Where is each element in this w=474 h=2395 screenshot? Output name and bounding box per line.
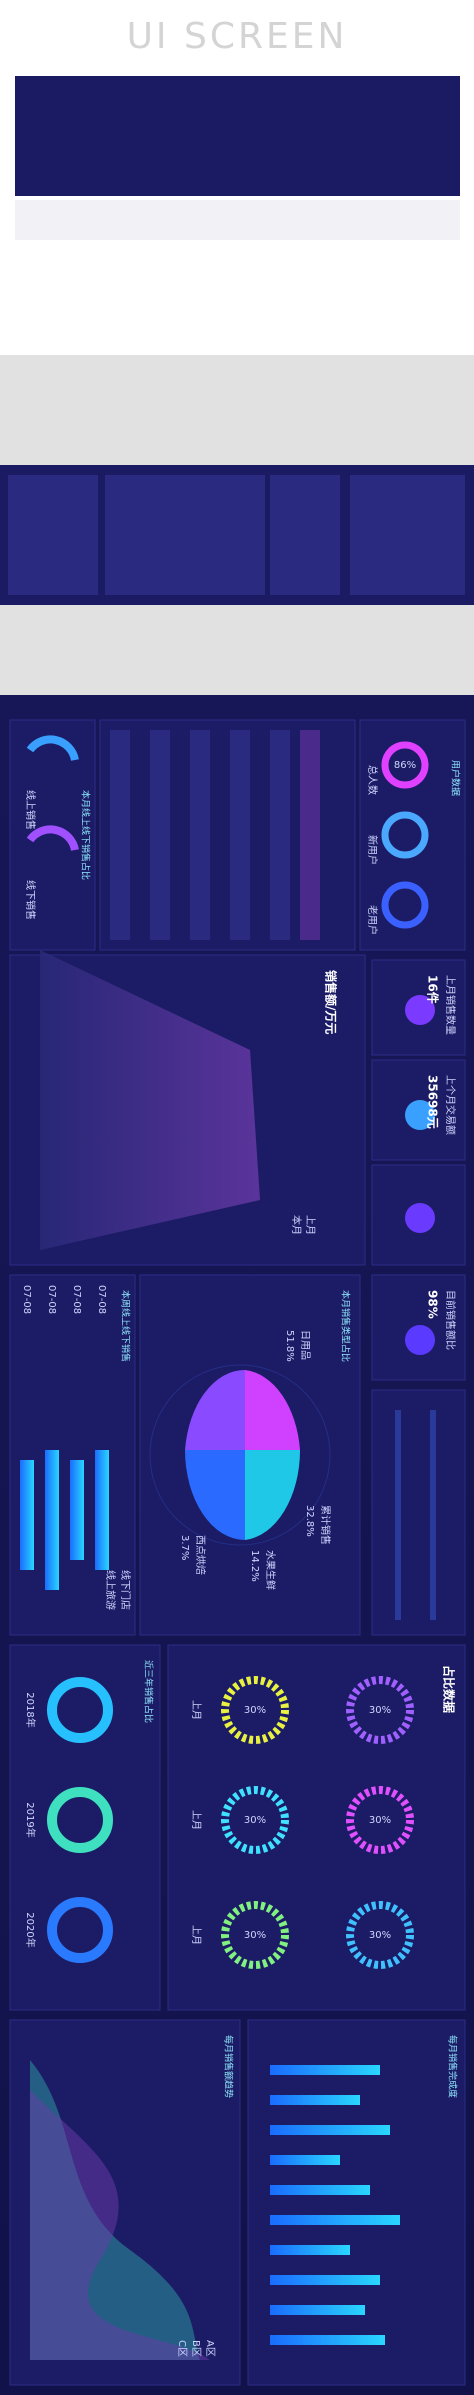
label: 线上销售 (24, 790, 37, 830)
label: 2018年 (24, 1692, 37, 1727)
date: 07-08 (21, 1285, 32, 1314)
panel-title: 本月线上线下销售占比 (80, 790, 92, 880)
reflection (15, 200, 460, 240)
value: 30% (369, 1705, 391, 1716)
slice-value: 32.8% (304, 1505, 315, 1537)
panel-title: 近三年销售占比 (143, 1660, 155, 1723)
legend: 本月 (290, 1215, 303, 1235)
panel-title: 每月销售完成度 (447, 2035, 459, 2098)
panel-title: 销售额/万元 (324, 970, 339, 1034)
slice-value: 51.8% (284, 1330, 295, 1362)
legend: B区 (190, 2340, 202, 2357)
label: 上月 (190, 1925, 202, 1945)
value: 30% (244, 1705, 266, 1716)
panel-title: 每月销售额趋势 (223, 2035, 235, 2098)
title: UI SCREEN (127, 16, 348, 57)
slice-label: 累计销售 (319, 1505, 332, 1545)
label: 老用户 (366, 905, 379, 935)
card-value: 98% (426, 1290, 440, 1319)
date: 07-08 (96, 1285, 107, 1314)
panel-title: 本月销售类型占比 (340, 1290, 352, 1362)
slice-value: 14.2% (249, 1550, 260, 1582)
card-value: 35698元 (426, 1075, 440, 1129)
card-value: 16件 (426, 975, 441, 1004)
panel-title: 占比数据 (442, 1665, 457, 1713)
date: 07-08 (46, 1285, 57, 1314)
card-label: 上月销售数量 (444, 975, 457, 1035)
preview (15, 76, 460, 196)
slice-label: 西点烘焙 (194, 1535, 207, 1575)
label: 上月 (190, 1810, 202, 1830)
value: 30% (244, 1930, 266, 1941)
card-label: 目前销售额比 (444, 1290, 457, 1350)
label: 上月 (190, 1700, 202, 1720)
legend: 上月 (304, 1215, 316, 1235)
label: 新用户 (366, 835, 379, 865)
legend: A区 (204, 2340, 216, 2357)
value: 30% (244, 1815, 266, 1826)
panel-title: 用户数据 (450, 760, 462, 796)
label: 2019年 (24, 1802, 37, 1837)
value: 30% (369, 1930, 391, 1941)
legend: 线上旅游 (104, 1570, 117, 1610)
card-label: 上个月交易额 (444, 1075, 457, 1135)
legend: 线下门店 (119, 1570, 132, 1610)
legend: C区 (176, 2340, 188, 2357)
slice-label: 日用品 (299, 1330, 311, 1360)
value: 86% (394, 760, 416, 771)
label: 线下销售 (24, 880, 37, 920)
panel-title: 本周线上线下销售 (120, 1290, 132, 1362)
label: 2020年 (24, 1912, 37, 1947)
value: 30% (369, 1815, 391, 1826)
labels: 本月线上线下销售占比 线上销售 线下销售 用户数据 总人数 新用户 老用户 86… (21, 760, 462, 2357)
slice-value: 3.7% (179, 1535, 190, 1560)
label: 总人数 (366, 765, 379, 795)
date: 07-08 (71, 1285, 82, 1314)
slice-label: 水果生鲜 (264, 1550, 277, 1590)
